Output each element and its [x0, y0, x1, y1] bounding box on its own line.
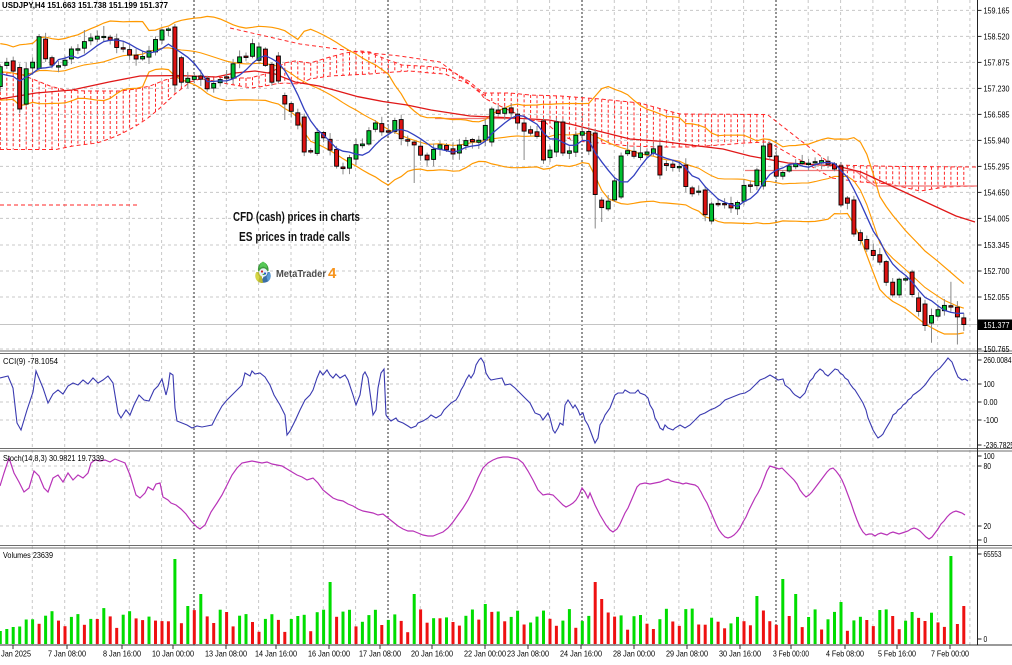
- svg-text:USDJPY,H4 151.663 151.738 151: USDJPY,H4 151.663 151.738 151.199 151.37…: [2, 0, 168, 10]
- svg-text:150.765: 150.765: [984, 344, 1010, 354]
- svg-text:151.377: 151.377: [984, 320, 1010, 330]
- svg-text:156.585: 156.585: [984, 109, 1010, 119]
- svg-text:152.700: 152.700: [984, 266, 1010, 276]
- svg-text:5 Feb 16:00: 5 Feb 16:00: [878, 649, 916, 659]
- svg-text:28 Jan 00:00: 28 Jan 00:00: [613, 649, 655, 659]
- svg-text:157.230: 157.230: [984, 83, 1010, 93]
- svg-text:14 Jan 16:00: 14 Jan 16:00: [255, 649, 297, 659]
- svg-text:0.00: 0.00: [984, 397, 998, 407]
- svg-text:Stoch(14,8,3) 30.9821 19.7339: Stoch(14,8,3) 30.9821 19.7339: [3, 453, 104, 463]
- svg-text:-236.7825: -236.7825: [984, 440, 1012, 450]
- svg-text:22 Jan 00:00: 22 Jan 00:00: [464, 649, 506, 659]
- svg-text:17 Jan 08:00: 17 Jan 08:00: [359, 649, 401, 659]
- svg-text:260.0084: 260.0084: [984, 355, 1012, 365]
- svg-text:155.295: 155.295: [984, 161, 1010, 171]
- svg-text:ES prices in trade calls: ES prices in trade calls: [239, 229, 350, 244]
- svg-text:-100: -100: [984, 415, 999, 425]
- svg-text:20 Jan 16:00: 20 Jan 16:00: [411, 649, 453, 659]
- svg-text:30 Jan 16:00: 30 Jan 16:00: [719, 649, 761, 659]
- svg-text:Volumes 23639: Volumes 23639: [3, 550, 53, 560]
- svg-text:16 Jan 00:00: 16 Jan 00:00: [308, 649, 350, 659]
- svg-text:4: 4: [328, 265, 337, 282]
- svg-text:24 Jan 16:00: 24 Jan 16:00: [560, 649, 602, 659]
- svg-text:159.165: 159.165: [984, 5, 1010, 15]
- svg-text:7 Jan 08:00: 7 Jan 08:00: [48, 649, 86, 659]
- svg-text:10 Jan 00:00: 10 Jan 00:00: [152, 649, 194, 659]
- svg-text:23 Jan 08:00: 23 Jan 08:00: [507, 649, 549, 659]
- svg-text:7 Feb 00:00: 7 Feb 00:00: [931, 649, 969, 659]
- svg-text:0: 0: [984, 535, 988, 545]
- svg-text:154.005: 154.005: [984, 213, 1010, 223]
- svg-text:80: 80: [984, 461, 992, 471]
- svg-text:65553: 65553: [984, 549, 1002, 559]
- svg-text:3 Feb 00:00: 3 Feb 00:00: [773, 649, 809, 659]
- svg-text:158.520: 158.520: [984, 31, 1010, 41]
- svg-text:100: 100: [984, 451, 995, 461]
- svg-text:100: 100: [984, 379, 995, 389]
- svg-text:MetaTrader: MetaTrader: [276, 268, 326, 280]
- svg-text:13 Jan 08:00: 13 Jan 08:00: [205, 649, 247, 659]
- svg-text:CFD (cash) prices in charts: CFD (cash) prices in charts: [233, 209, 360, 224]
- svg-text:157.875: 157.875: [984, 57, 1010, 67]
- svg-text:155.940: 155.940: [984, 135, 1010, 145]
- svg-text:20: 20: [984, 521, 992, 531]
- svg-text:29 Jan 08:00: 29 Jan 08:00: [666, 649, 708, 659]
- svg-text:152.055: 152.055: [984, 292, 1010, 302]
- svg-text:154.650: 154.650: [984, 187, 1010, 197]
- svg-text:4 Feb 08:00: 4 Feb 08:00: [826, 649, 864, 659]
- svg-text:8 Jan 16:00: 8 Jan 16:00: [103, 649, 141, 659]
- svg-text:0: 0: [984, 634, 988, 644]
- svg-text:CCI(9) -78.1054: CCI(9) -78.1054: [3, 356, 58, 366]
- svg-text:153.345: 153.345: [984, 240, 1010, 250]
- svg-text:6 Jan 2025: 6 Jan 2025: [0, 649, 31, 659]
